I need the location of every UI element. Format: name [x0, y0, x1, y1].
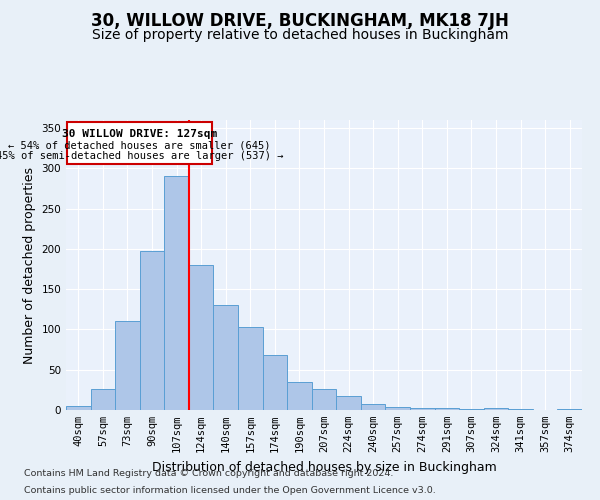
Bar — [164, 176, 189, 410]
Bar — [263, 355, 287, 410]
Bar — [66, 406, 91, 410]
Text: Contains HM Land Registry data © Crown copyright and database right 2024.: Contains HM Land Registry data © Crown c… — [24, 468, 394, 477]
Y-axis label: Number of detached properties: Number of detached properties — [23, 166, 36, 364]
Text: 30 WILLOW DRIVE: 127sqm: 30 WILLOW DRIVE: 127sqm — [62, 129, 217, 139]
Bar — [557, 409, 582, 410]
Bar — [189, 265, 214, 410]
Bar — [115, 322, 140, 410]
Bar — [361, 404, 385, 410]
Bar — [385, 407, 410, 410]
Bar — [459, 409, 484, 410]
Text: 30, WILLOW DRIVE, BUCKINGHAM, MK18 7JH: 30, WILLOW DRIVE, BUCKINGHAM, MK18 7JH — [91, 12, 509, 30]
FancyBboxPatch shape — [67, 122, 212, 164]
Text: Contains public sector information licensed under the Open Government Licence v3: Contains public sector information licen… — [24, 486, 436, 495]
Bar — [410, 408, 434, 410]
Text: ← 54% of detached houses are smaller (645): ← 54% of detached houses are smaller (64… — [8, 140, 271, 150]
Bar — [508, 409, 533, 410]
Text: 45% of semi-detached houses are larger (537) →: 45% of semi-detached houses are larger (… — [0, 150, 283, 160]
Bar — [140, 250, 164, 410]
Bar — [434, 408, 459, 410]
X-axis label: Distribution of detached houses by size in Buckingham: Distribution of detached houses by size … — [152, 460, 496, 473]
Bar — [484, 408, 508, 410]
Bar — [214, 306, 238, 410]
Bar — [312, 389, 336, 410]
Bar — [336, 396, 361, 410]
Bar — [238, 327, 263, 410]
Bar — [287, 382, 312, 410]
Bar — [91, 389, 115, 410]
Text: Size of property relative to detached houses in Buckingham: Size of property relative to detached ho… — [92, 28, 508, 42]
